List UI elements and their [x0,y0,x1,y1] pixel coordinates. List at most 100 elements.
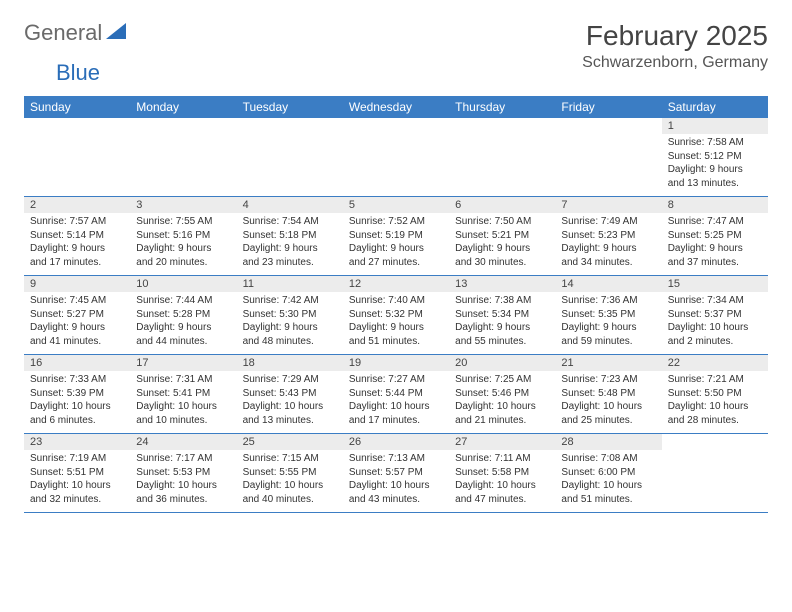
day-body [662,450,768,456]
day-cell: 2Sunrise: 7:57 AMSunset: 5:14 PMDaylight… [24,197,130,275]
sunrise-text: Sunrise: 7:58 AM [668,136,762,150]
day-number [130,118,236,134]
day-number [343,118,449,134]
daylight-text: Daylight: 10 hours and 25 minutes. [561,400,655,427]
daylight-text: Daylight: 9 hours and 41 minutes. [30,321,124,348]
day-body: Sunrise: 7:17 AMSunset: 5:53 PMDaylight:… [130,450,236,510]
day-cell: 15Sunrise: 7:34 AMSunset: 5:37 PMDayligh… [662,276,768,354]
sunset-text: Sunset: 5:43 PM [243,387,337,401]
day-body: Sunrise: 7:38 AMSunset: 5:34 PMDaylight:… [449,292,555,352]
daylight-text: Daylight: 10 hours and 2 minutes. [668,321,762,348]
day-number [662,434,768,450]
day-number: 15 [662,276,768,292]
daylight-text: Daylight: 9 hours and 44 minutes. [136,321,230,348]
sunset-text: Sunset: 5:44 PM [349,387,443,401]
day-body: Sunrise: 7:54 AMSunset: 5:18 PMDaylight:… [237,213,343,273]
day-number: 7 [555,197,661,213]
sunset-text: Sunset: 5:18 PM [243,229,337,243]
sunrise-text: Sunrise: 7:27 AM [349,373,443,387]
day-cell: 8Sunrise: 7:47 AMSunset: 5:25 PMDaylight… [662,197,768,275]
daylight-text: Daylight: 9 hours and 20 minutes. [136,242,230,269]
daylight-text: Daylight: 9 hours and 59 minutes. [561,321,655,348]
logo-text-general: General [24,20,102,46]
day-cell: 6Sunrise: 7:50 AMSunset: 5:21 PMDaylight… [449,197,555,275]
day-number: 8 [662,197,768,213]
sunrise-text: Sunrise: 7:50 AM [455,215,549,229]
daylight-text: Daylight: 9 hours and 30 minutes. [455,242,549,269]
day-number: 4 [237,197,343,213]
day-number: 20 [449,355,555,371]
sunrise-text: Sunrise: 7:36 AM [561,294,655,308]
day-number: 11 [237,276,343,292]
sunset-text: Sunset: 5:28 PM [136,308,230,322]
daylight-text: Daylight: 9 hours and 55 minutes. [455,321,549,348]
daylight-text: Daylight: 9 hours and 34 minutes. [561,242,655,269]
day-body: Sunrise: 7:31 AMSunset: 5:41 PMDaylight:… [130,371,236,431]
day-number: 22 [662,355,768,371]
sunrise-text: Sunrise: 7:40 AM [349,294,443,308]
day-number: 16 [24,355,130,371]
sunrise-text: Sunrise: 7:15 AM [243,452,337,466]
day-body: Sunrise: 7:40 AMSunset: 5:32 PMDaylight:… [343,292,449,352]
daylight-text: Daylight: 10 hours and 51 minutes. [561,479,655,506]
sunrise-text: Sunrise: 7:55 AM [136,215,230,229]
sunrise-text: Sunrise: 7:42 AM [243,294,337,308]
day-body: Sunrise: 7:42 AMSunset: 5:30 PMDaylight:… [237,292,343,352]
day-number: 5 [343,197,449,213]
daylight-text: Daylight: 9 hours and 27 minutes. [349,242,443,269]
sunrise-text: Sunrise: 7:49 AM [561,215,655,229]
day-number: 18 [237,355,343,371]
day-body: Sunrise: 7:13 AMSunset: 5:57 PMDaylight:… [343,450,449,510]
sunrise-text: Sunrise: 7:34 AM [668,294,762,308]
day-cell: 21Sunrise: 7:23 AMSunset: 5:48 PMDayligh… [555,355,661,433]
day-cell: 19Sunrise: 7:27 AMSunset: 5:44 PMDayligh… [343,355,449,433]
sunset-text: Sunset: 5:41 PM [136,387,230,401]
day-body: Sunrise: 7:55 AMSunset: 5:16 PMDaylight:… [130,213,236,273]
day-body [343,134,449,140]
sunrise-text: Sunrise: 7:52 AM [349,215,443,229]
sunrise-text: Sunrise: 7:38 AM [455,294,549,308]
sunset-text: Sunset: 5:23 PM [561,229,655,243]
day-body: Sunrise: 7:36 AMSunset: 5:35 PMDaylight:… [555,292,661,352]
day-number: 27 [449,434,555,450]
day-body: Sunrise: 7:50 AMSunset: 5:21 PMDaylight:… [449,213,555,273]
day-header-mon: Monday [130,96,236,118]
day-body [24,134,130,140]
day-cell: 12Sunrise: 7:40 AMSunset: 5:32 PMDayligh… [343,276,449,354]
day-number: 14 [555,276,661,292]
day-number: 13 [449,276,555,292]
week-row: 16Sunrise: 7:33 AMSunset: 5:39 PMDayligh… [24,355,768,434]
day-cell: 4Sunrise: 7:54 AMSunset: 5:18 PMDaylight… [237,197,343,275]
day-cell: 13Sunrise: 7:38 AMSunset: 5:34 PMDayligh… [449,276,555,354]
day-body: Sunrise: 7:49 AMSunset: 5:23 PMDaylight:… [555,213,661,273]
sunset-text: Sunset: 5:25 PM [668,229,762,243]
logo: General [24,20,128,46]
sunrise-text: Sunrise: 7:08 AM [561,452,655,466]
sunset-text: Sunset: 5:46 PM [455,387,549,401]
daylight-text: Daylight: 10 hours and 43 minutes. [349,479,443,506]
daylight-text: Daylight: 10 hours and 6 minutes. [30,400,124,427]
day-cell: 26Sunrise: 7:13 AMSunset: 5:57 PMDayligh… [343,434,449,512]
sunrise-text: Sunrise: 7:11 AM [455,452,549,466]
day-cell: 28Sunrise: 7:08 AMSunset: 6:00 PMDayligh… [555,434,661,512]
sunrise-text: Sunrise: 7:13 AM [349,452,443,466]
day-cell: 16Sunrise: 7:33 AMSunset: 5:39 PMDayligh… [24,355,130,433]
day-body: Sunrise: 7:33 AMSunset: 5:39 PMDaylight:… [24,371,130,431]
day-cell: 24Sunrise: 7:17 AMSunset: 5:53 PMDayligh… [130,434,236,512]
day-body: Sunrise: 7:15 AMSunset: 5:55 PMDaylight:… [237,450,343,510]
day-body: Sunrise: 7:23 AMSunset: 5:48 PMDaylight:… [555,371,661,431]
sunset-text: Sunset: 5:39 PM [30,387,124,401]
day-body: Sunrise: 7:45 AMSunset: 5:27 PMDaylight:… [24,292,130,352]
sunset-text: Sunset: 5:27 PM [30,308,124,322]
day-cell: 5Sunrise: 7:52 AMSunset: 5:19 PMDaylight… [343,197,449,275]
weeks-container: 1Sunrise: 7:58 AMSunset: 5:12 PMDaylight… [24,118,768,513]
day-cell: 18Sunrise: 7:29 AMSunset: 5:43 PMDayligh… [237,355,343,433]
day-cell: 1Sunrise: 7:58 AMSunset: 5:12 PMDaylight… [662,118,768,196]
month-title: February 2025 [582,20,768,52]
daylight-text: Daylight: 10 hours and 40 minutes. [243,479,337,506]
day-cell [662,434,768,512]
daylight-text: Daylight: 10 hours and 32 minutes. [30,479,124,506]
day-body: Sunrise: 7:27 AMSunset: 5:44 PMDaylight:… [343,371,449,431]
day-body: Sunrise: 7:25 AMSunset: 5:46 PMDaylight:… [449,371,555,431]
day-cell: 17Sunrise: 7:31 AMSunset: 5:41 PMDayligh… [130,355,236,433]
